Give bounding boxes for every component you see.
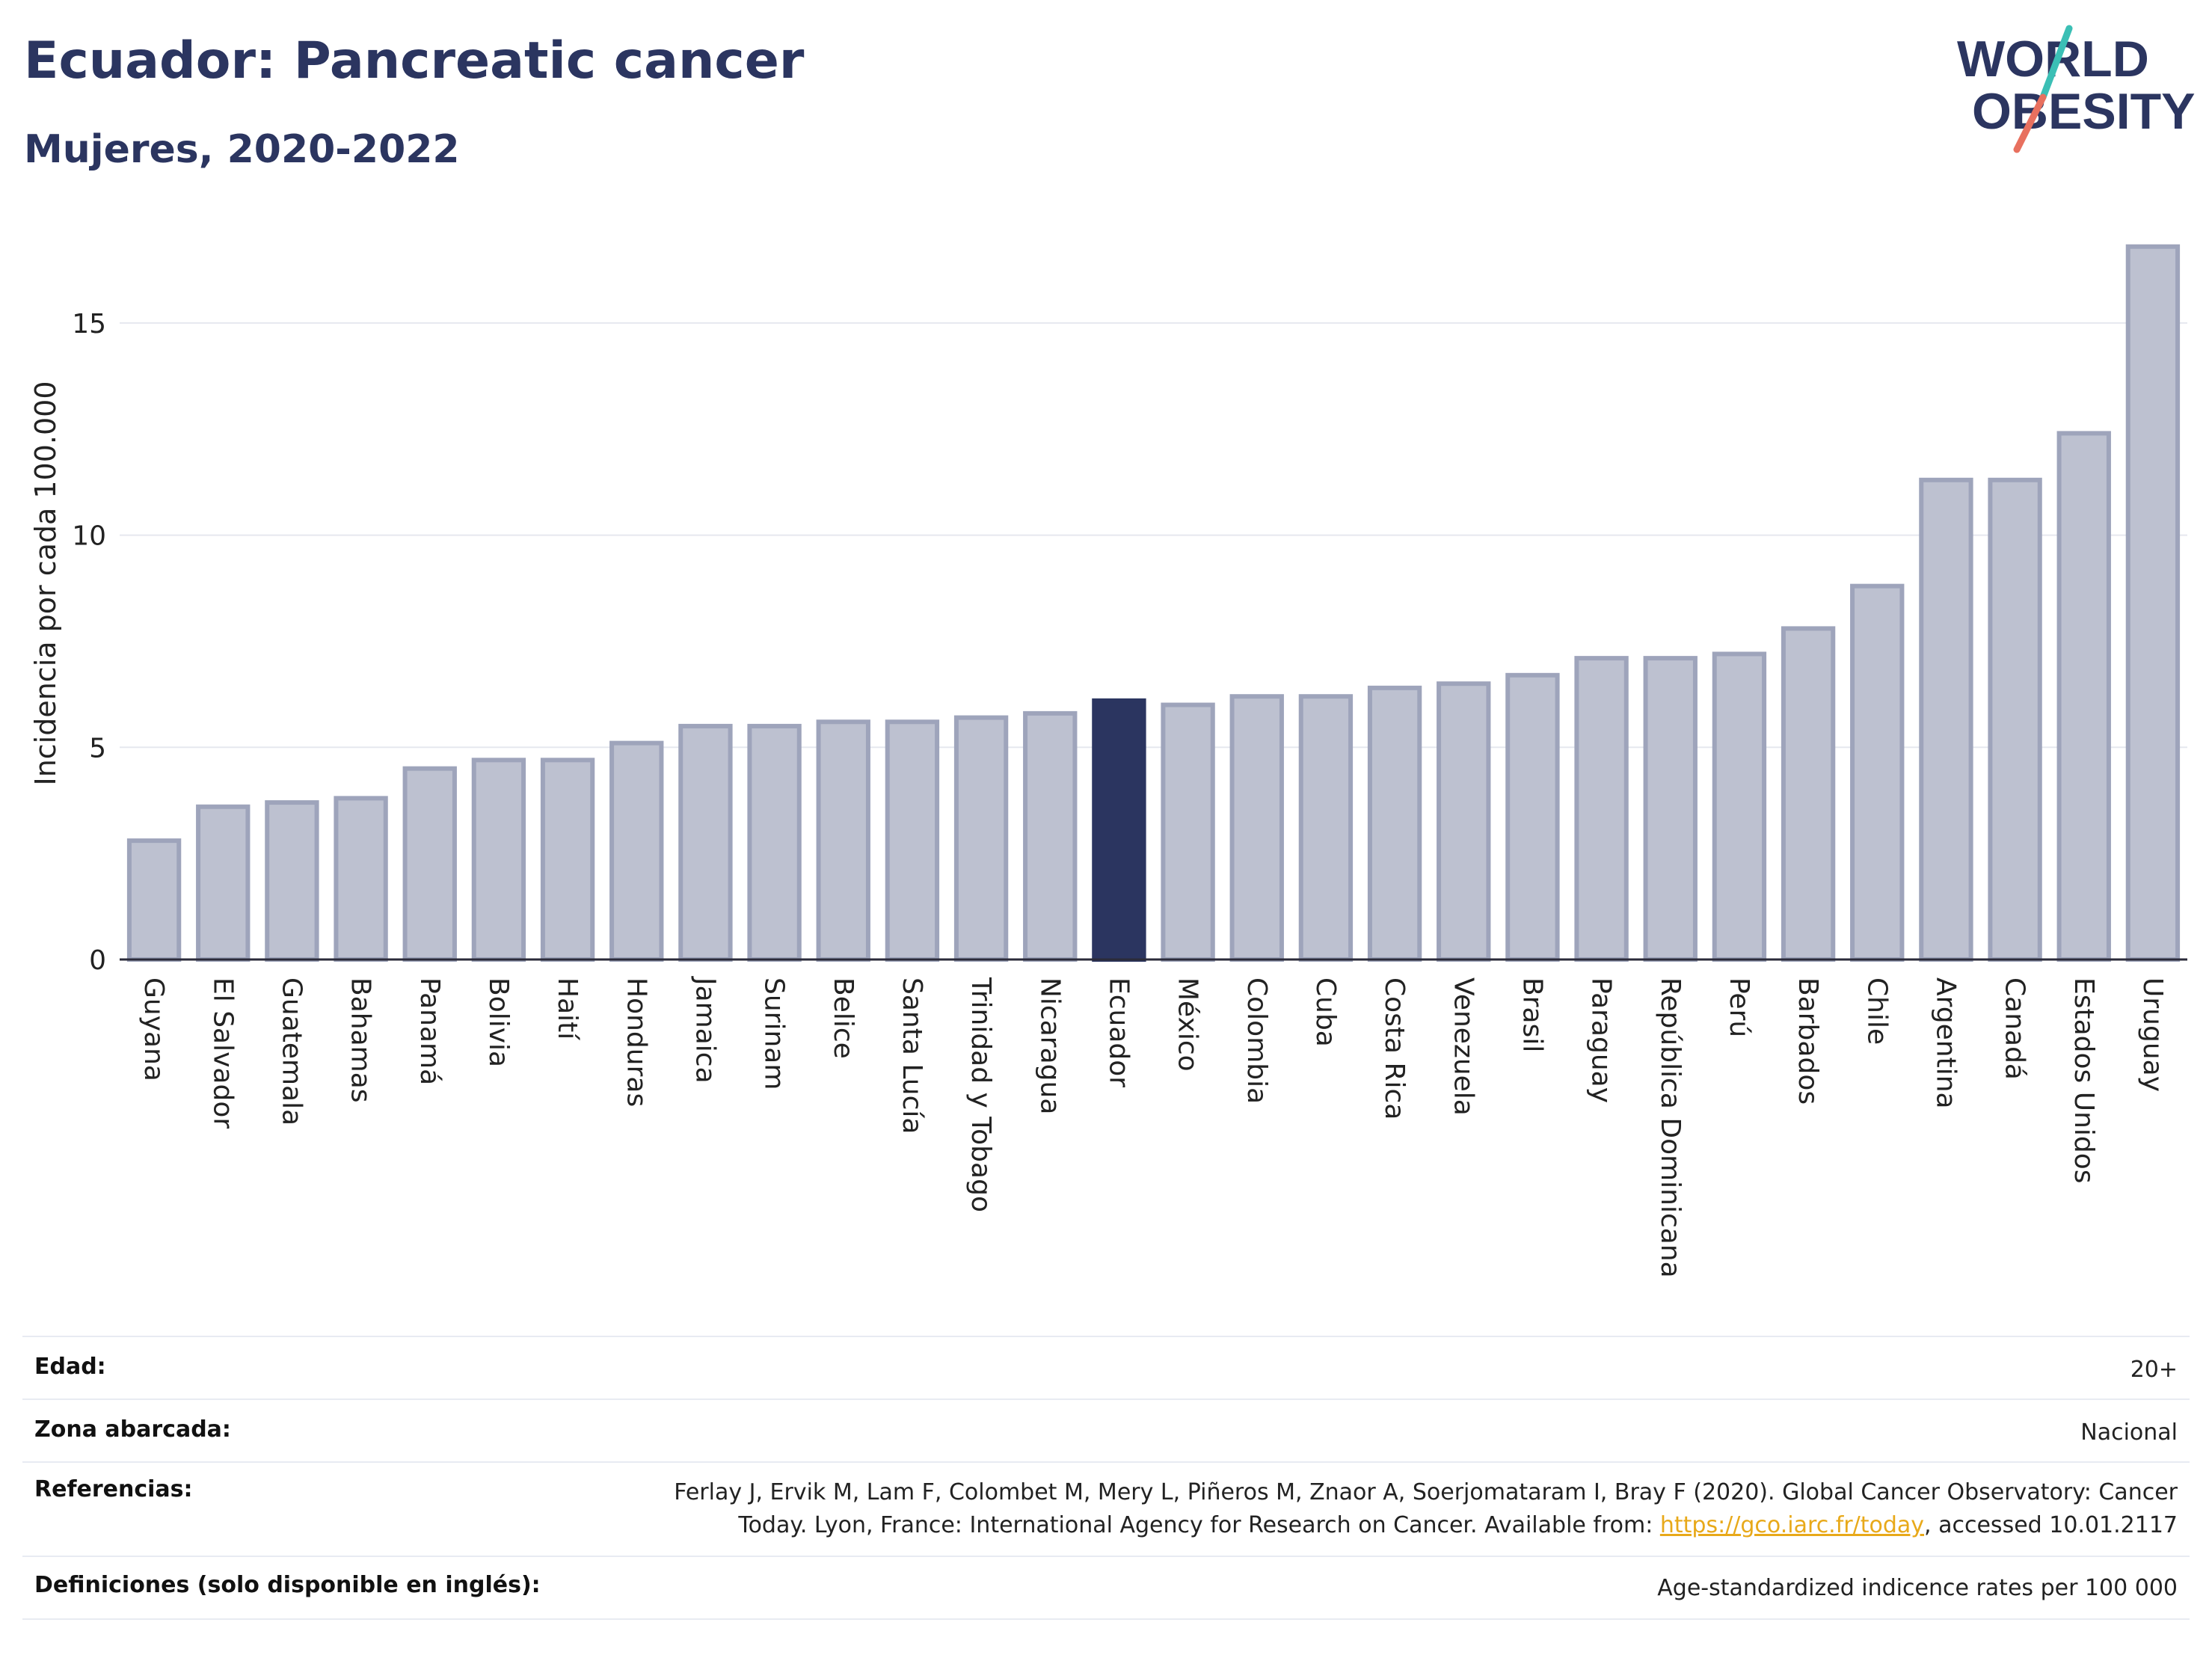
x-tick-label: Barbados: [1792, 977, 1823, 1105]
x-tick-label: México: [1173, 977, 1203, 1072]
y-tick-label: 5: [89, 733, 106, 764]
metadata-table: Edad: 20+ Zona abarcada: Nacional Refere…: [22, 1336, 2190, 1620]
bar: [816, 719, 870, 962]
x-tick-label: Trinidad y Tobago: [965, 977, 996, 1212]
logo-slash-coral: [2013, 93, 2047, 153]
bar: [334, 796, 388, 962]
bar: [1229, 694, 1284, 962]
definitions-value: Age-standardized indicence rates per 100…: [1657, 1575, 2178, 1601]
x-tick-label: Honduras: [621, 977, 651, 1107]
chart-title: Ecuador: Pancreatic cancer: [24, 31, 805, 90]
bars: [126, 244, 2181, 962]
bar: [1505, 672, 1560, 962]
age-label: Edad:: [34, 1354, 106, 1380]
x-tick-label: Jamaica: [689, 976, 720, 1084]
references-label: Referencias:: [34, 1476, 193, 1502]
x-tick-label: Cuba: [1310, 977, 1341, 1047]
y-tick-labels: 0 5 10 15: [72, 309, 106, 976]
bar: [2125, 244, 2181, 962]
bar: [885, 719, 940, 962]
x-tick-label: El Salvador: [207, 977, 238, 1129]
bar: [1023, 710, 1078, 962]
x-tick-label: Venezuela: [1448, 977, 1478, 1116]
x-tick-label: Surinam: [759, 977, 790, 1090]
x-tick-label: Ecuador: [1103, 977, 1134, 1087]
x-tick-label: Canadá: [2000, 977, 2030, 1080]
y-axis-label: Incidencia por cada 100.000: [29, 381, 62, 785]
y-tick-label: 10: [72, 521, 106, 552]
x-tick-label: Paraguay: [1586, 977, 1617, 1103]
x-tick-label: Argentina: [1930, 977, 1961, 1109]
footer-row-area: Zona abarcada: Nacional: [22, 1398, 2190, 1461]
references-line-2-post: , accessed 10.01.2117: [1924, 1512, 2178, 1538]
bar: [1850, 583, 1905, 962]
bar: [1092, 698, 1146, 962]
bar: [1781, 626, 1836, 962]
x-tick-label: Panamá: [414, 977, 445, 1085]
x-tick-label: Haití: [552, 977, 583, 1040]
x-tick-label: Chile: [1861, 977, 1892, 1045]
x-tick-label: Bolivia: [483, 977, 514, 1067]
x-tick-label: Bahamas: [345, 977, 376, 1103]
definitions-label: Definiciones (solo disponible en inglés)…: [34, 1572, 541, 1598]
x-tick-label: Perú: [1724, 977, 1754, 1037]
x-tick-label: República Dominicana: [1655, 977, 1686, 1278]
bar: [540, 758, 595, 962]
bar: [609, 740, 664, 962]
bar: [1712, 651, 1767, 962]
bar-chart: 0 5 10 15 Guyana El Salvador Guatemala Bahamas…: [29, 244, 2187, 1278]
bar: [1367, 685, 1422, 962]
x-tick-label: Costa Rica: [1379, 977, 1410, 1120]
y-tick-label: 15: [72, 309, 106, 340]
bar: [1437, 681, 1491, 962]
bar: [1919, 477, 1973, 962]
logo-slash-teal: [2039, 25, 2073, 101]
area-value: Nacional: [2080, 1419, 2178, 1446]
bar: [2056, 431, 2111, 962]
x-tick-label: Nicaragua: [1034, 977, 1065, 1114]
bar: [1298, 694, 1354, 962]
bar: [471, 758, 526, 962]
logo-line-obesity: OBESITY: [1972, 83, 2195, 140]
bar: [1574, 656, 1629, 962]
footer-row-references: Referencias: Ferlay J, Ervik M, Lam F, C…: [22, 1461, 2190, 1556]
bar: [196, 804, 251, 962]
bar: [678, 723, 733, 962]
bar: [1988, 477, 2042, 962]
references-line-1: Ferlay J, Ervik M, Lam F, Colombet M, Me…: [674, 1479, 2178, 1505]
references-value: Ferlay J, Ervik M, Lam F, Colombet M, Me…: [607, 1476, 2178, 1542]
references-link[interactable]: https://gco.iarc.fr/today: [1659, 1512, 1925, 1538]
references-line-2-pre: Today. Lyon, France: International Agenc…: [738, 1512, 1660, 1538]
x-tick-label: Brasil: [1517, 977, 1547, 1052]
y-tick-label: 0: [89, 945, 106, 976]
x-tick-label: Estados Unidos: [2068, 977, 2099, 1184]
bar: [953, 715, 1009, 962]
area-label: Zona abarcada:: [34, 1416, 231, 1443]
world-obesity-logo: WORLD OBESITY: [1957, 25, 2195, 153]
bar: [747, 723, 802, 962]
x-tick-labels: Guyana El Salvador Guatemala Bahamas Panamá B…: [138, 976, 2168, 1278]
chart-subtitle: Mujeres, 2020-2022: [24, 127, 460, 172]
x-tick-label: Belice: [828, 977, 858, 1059]
bar: [126, 838, 182, 962]
bar: [1161, 702, 1215, 962]
x-tick-label: Guatemala: [276, 977, 307, 1126]
bar: [402, 766, 457, 962]
footer-row-definitions: Definiciones (solo disponible en inglés)…: [22, 1556, 2190, 1620]
x-tick-label: Colombia: [1241, 977, 1272, 1104]
grid-lines: [120, 322, 2187, 749]
bar: [265, 800, 319, 962]
x-tick-label: Santa Lucía: [897, 977, 927, 1134]
footer-row-age: Edad: 20+: [22, 1336, 2190, 1398]
x-tick-label: Uruguay: [2137, 977, 2168, 1092]
bar: [1643, 656, 1698, 962]
x-tick-label: Guyana: [138, 977, 169, 1081]
age-value: 20+: [2130, 1357, 2178, 1383]
